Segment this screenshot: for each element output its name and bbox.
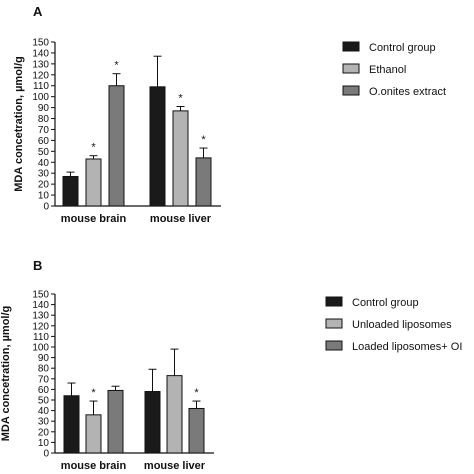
- panel-b-legend-swatch: [325, 318, 343, 329]
- panel-b-legend-swatch: [325, 340, 343, 351]
- panel-a-bar: [195, 157, 212, 207]
- panel-b-y-tick-label: 80: [38, 364, 50, 375]
- panel-b-legend-label: Control group: [352, 297, 419, 309]
- panel-b-y-tick-label: 20: [38, 427, 50, 438]
- panel-b-y-tick-label: 100: [32, 343, 49, 354]
- panel-a-significance-mark: *: [178, 93, 183, 105]
- panel-b-y-tick-label: 110: [33, 332, 49, 343]
- panel-b-bar: [85, 414, 102, 454]
- panel-b-y-tick-label: 90: [38, 353, 50, 364]
- panel-a-bar: [108, 85, 125, 207]
- panel-b-bar: [63, 395, 80, 454]
- panel-a-y-tick-label: 130: [32, 59, 49, 70]
- panel-a-y-tick-label: 40: [38, 158, 50, 169]
- panel-b-y-tick-label: 10: [38, 438, 50, 449]
- panel-b-y-tick-label: 70: [38, 374, 50, 385]
- panel-b-y-tick-label: 40: [38, 406, 50, 417]
- panel-a-bar: [85, 158, 102, 207]
- panel-b-y-tick-label: 130: [32, 311, 49, 322]
- panel-b-y-tick-label: 50: [38, 396, 50, 407]
- panel-b-y-axis-title: MDA concetration, µmol/g: [0, 306, 12, 442]
- panel-a-y-tick-label: 20: [38, 180, 50, 191]
- panel-b-x-category-label: mouse brain: [61, 460, 127, 472]
- panel-a-y-tick-label: 10: [38, 191, 50, 202]
- panel-a-legend-label: Ethanol: [369, 64, 406, 76]
- panel-a-y-axis-title: MDA concetration, µmol/g: [13, 56, 25, 192]
- panel-b-significance-mark: *: [91, 387, 96, 399]
- panel-a-bar: [172, 110, 189, 207]
- panel-b-y-tick-label: 60: [38, 385, 50, 396]
- panel-b-legend-swatch: [325, 296, 343, 307]
- panel-b-bar: [188, 407, 205, 454]
- panel-b-y-tick-label: 140: [32, 300, 49, 311]
- panel-a-legend-label: O.onites extract: [369, 86, 446, 98]
- panel-a-x-category-label: mouse liver: [150, 213, 212, 225]
- panel-a-y-tick-label: 150: [32, 38, 49, 49]
- panel-a-label: A: [33, 4, 43, 19]
- panel-b-label: B: [33, 258, 42, 273]
- panel-a-x-category-label: mouse brain: [61, 213, 127, 225]
- panel-a-y-tick-label: 50: [38, 147, 50, 158]
- panel-a-y-tick-label: 140: [32, 48, 49, 59]
- panel-a-y-tick-label: 110: [33, 81, 49, 92]
- panel-a-legend-swatch: [342, 63, 360, 74]
- panel-b-y-tick-label: 150: [32, 290, 49, 301]
- panel-a-significance-mark: *: [91, 142, 96, 154]
- panel-a-significance-mark: *: [114, 60, 119, 72]
- panel-a-legend-label: Control group: [369, 42, 436, 54]
- panel-b-x-category-label: mouse liver: [144, 460, 206, 472]
- panel-a-significance-mark: *: [201, 134, 206, 146]
- panel-a-legend-swatch: [342, 41, 360, 52]
- panel-a-y-tick-label: 120: [32, 70, 49, 81]
- panel-a-bar: [149, 86, 166, 207]
- panel-b-bar: [166, 375, 183, 454]
- panel-a-y-tick-label: 60: [38, 136, 50, 147]
- panel-a-y-tick-label: 100: [32, 92, 49, 103]
- panel-b-significance-mark: *: [194, 387, 199, 399]
- panel-a-y-tick-label: 90: [38, 103, 50, 114]
- panel-b-bar: [107, 389, 124, 454]
- panel-b-y-tick-label: 30: [38, 417, 50, 428]
- panel-a-legend-swatch: [342, 85, 360, 96]
- panel-b-y-tick-label: 0: [43, 449, 49, 460]
- panel-a-y-tick-label: 30: [38, 169, 50, 180]
- panel-b-legend-label: Loaded liposomes+ OI: [352, 341, 462, 353]
- panel-b-bar: [144, 391, 161, 454]
- panel-a-y-tick-label: 0: [43, 202, 49, 213]
- panel-a-bar: [62, 175, 79, 207]
- panel-b-legend-label: Unloaded liposomes: [352, 319, 452, 331]
- panel-a-y-tick-label: 80: [38, 114, 50, 125]
- panel-b-y-tick-label: 120: [32, 321, 49, 332]
- panel-a-y-tick-label: 70: [38, 125, 50, 136]
